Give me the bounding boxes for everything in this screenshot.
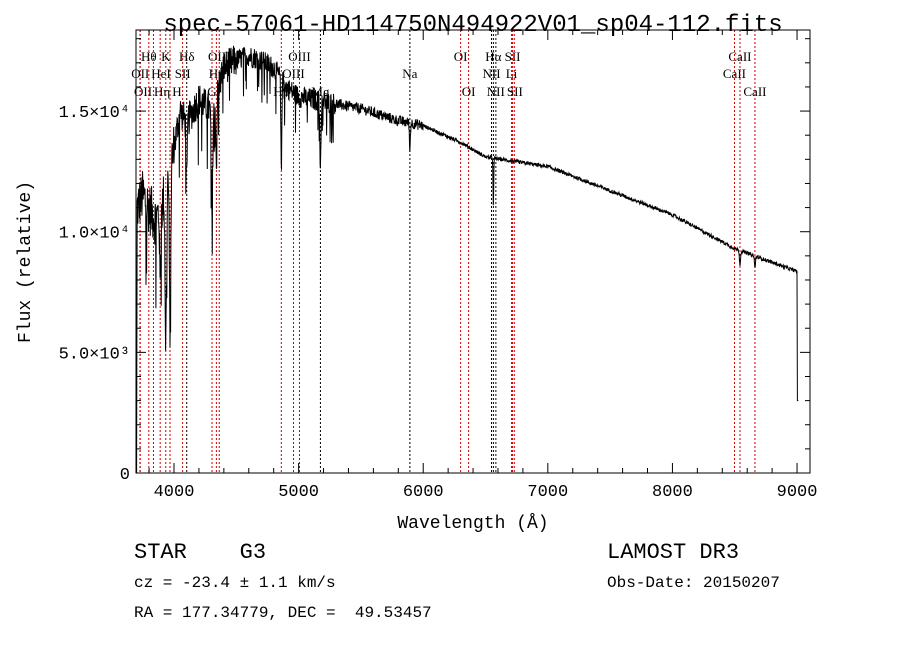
y-tick-label: 0 <box>120 466 130 485</box>
y-tick-label: 1.0×10⁴ <box>59 225 130 244</box>
line-marker-label: OI <box>462 84 476 99</box>
line-marker-label: SII <box>507 84 523 99</box>
plot-frame <box>135 29 811 474</box>
x-tick-label: 5000 <box>278 483 319 502</box>
x-tick-label: 7000 <box>527 483 568 502</box>
line-marker-label: Hα <box>485 49 501 64</box>
line-marker-label: Li <box>506 66 518 81</box>
redshift-cz: cz = -23.4 ± 1.1 km/s <box>134 574 336 592</box>
line-marker-label: Hθ <box>141 49 157 64</box>
y-tick-label: 1.5×10⁴ <box>59 104 130 123</box>
ra-dec: RA = 177.34779, DEC = 49.53457 <box>134 604 432 622</box>
x-tick-label: 6000 <box>403 483 444 502</box>
line-marker-label: H <box>172 84 181 99</box>
spectrum-line <box>136 45 799 474</box>
axis-ticks: 4000 5000 6000 7000 8000 9000 0 5.0×10³ 1.0×10⁴ 1… <box>59 30 818 502</box>
survey-name: LAMOST DR3 <box>607 540 740 565</box>
x-axis-label: Wavelength (Å) <box>397 513 548 534</box>
x-tick-label: 9000 <box>777 483 818 502</box>
line-marker-label: SII <box>175 66 191 81</box>
y-axis-label: Flux (relative) <box>16 181 36 343</box>
line-marker-label: OIII <box>282 66 304 81</box>
line-marker-label: Hδ <box>179 49 195 64</box>
line-marker-label: K <box>161 49 171 64</box>
line-marker-label: OII <box>131 66 149 81</box>
y-tick-label: 5.0×10³ <box>59 345 130 364</box>
line-marker-label: CaII <box>723 66 746 81</box>
line-marker-label: G <box>207 84 216 99</box>
line-marker-label: OII <box>134 84 152 99</box>
line-marker-label: NII <box>487 84 505 99</box>
line-marker-label: NII <box>483 66 501 81</box>
line-marker-label: OIII <box>288 49 310 64</box>
line-marker-label: CaII <box>728 49 751 64</box>
line-marker-label: HeI <box>151 66 171 81</box>
obs-date: Obs-Date: 20150207 <box>607 574 780 592</box>
line-markers: OIIOIIHθHηHeIKHSIIHδGHγOIIIHβOIIIOIIIMgN… <box>131 30 767 473</box>
line-marker-label: Na <box>402 66 417 81</box>
line-marker-label: OI <box>454 49 468 64</box>
x-tick-label: 8000 <box>652 483 693 502</box>
line-marker-label: Hη <box>154 84 170 99</box>
spectral-class: STAR G3 <box>134 540 267 565</box>
x-tick-label: 4000 <box>154 483 195 502</box>
line-marker-label: CaII <box>743 84 766 99</box>
line-marker-label: SII <box>505 49 521 64</box>
